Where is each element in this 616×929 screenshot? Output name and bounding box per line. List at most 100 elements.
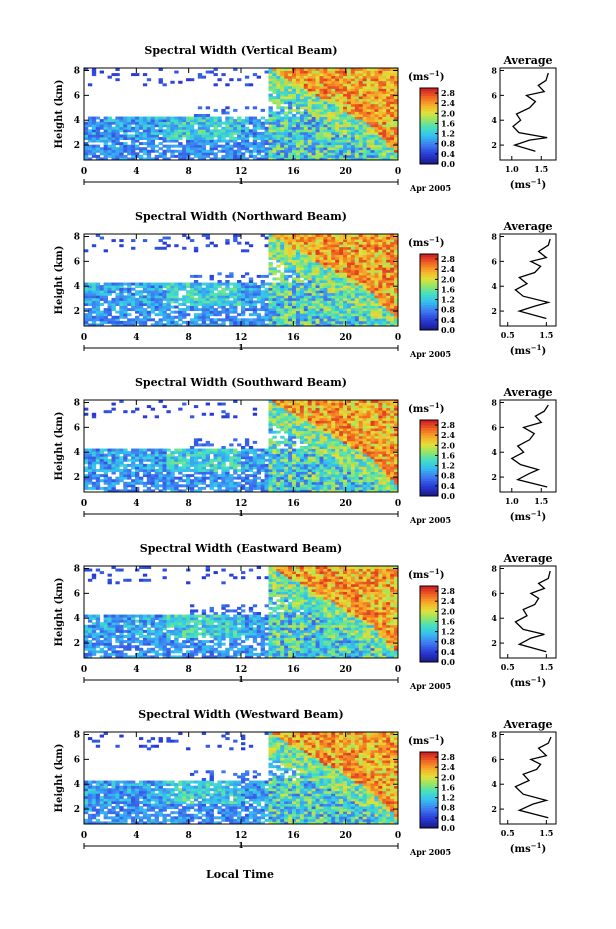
heatmap-cell [362, 88, 368, 92]
heatmap-cell [201, 119, 207, 123]
heatmap-cell [166, 147, 171, 151]
heatmap-cell [303, 137, 309, 140]
heatmap-cell [343, 139, 348, 143]
heatmap-cell [295, 280, 301, 283]
heatmap-cell [91, 318, 97, 322]
heatmap-cell [99, 310, 105, 314]
heatmap-cell [335, 300, 340, 304]
heatmap-cell [135, 285, 140, 289]
heatmap-cell [366, 144, 371, 148]
heatmap-cell [288, 121, 293, 125]
heatmap-cell [84, 287, 89, 291]
heatmap-cell [350, 119, 356, 123]
y-tick-label: 8 [74, 232, 80, 242]
heatmap-cell [111, 315, 116, 319]
heatmap-cell [343, 282, 348, 286]
heatmap-cell [362, 264, 368, 268]
heatmap-cell [284, 152, 289, 156]
heatmap-cell [186, 474, 191, 478]
heatmap-cell [111, 407, 116, 411]
heatmap-cell [303, 257, 309, 260]
heatmap-cell [158, 246, 163, 250]
heatmap-cell [127, 121, 132, 125]
heatmap-cell [339, 285, 344, 289]
heatmap-cell [343, 310, 348, 314]
heatmap-cell [146, 295, 152, 299]
heatmap-cell [288, 308, 293, 312]
heatmap-cell [358, 68, 364, 71]
heatmap-cell [370, 96, 375, 100]
heatmap-cell [288, 290, 293, 294]
heatmap-cell [135, 290, 140, 294]
heatmap-cell [162, 463, 167, 467]
heatmap-cell [295, 103, 301, 107]
heatmap-cell [374, 121, 379, 125]
heatmap-cell [91, 144, 97, 148]
heatmap-cell [374, 119, 379, 123]
heatmap-cell [205, 402, 211, 406]
heatmap-cell [323, 264, 328, 268]
heatmap-cell [370, 85, 375, 89]
heatmap-cell [327, 234, 332, 237]
heatmap-cell [138, 154, 144, 158]
heatmap-cell [386, 262, 391, 266]
heatmap-cell [127, 134, 132, 138]
heatmap-cell [264, 131, 269, 135]
heatmap-cell [390, 144, 395, 148]
heatmap-cell [107, 290, 112, 294]
heatmap-cell [288, 236, 293, 240]
heatmap-cell [248, 280, 254, 283]
heatmap-cell [394, 139, 399, 143]
heatmap-cell [217, 305, 222, 309]
heatmap-cell [303, 149, 309, 153]
heatmap-cell [272, 323, 277, 327]
heatmap-cell [127, 300, 132, 304]
heatmap-cell [178, 310, 183, 314]
heatmap-cell [299, 96, 305, 100]
heatmap-cell [327, 139, 332, 143]
heatmap-cell [354, 126, 360, 130]
heatmap-cell [95, 147, 101, 151]
heatmap-cell [99, 453, 105, 457]
heatmap-cell [252, 144, 258, 148]
heatmap-cell [346, 80, 352, 84]
heatmap-cell [197, 453, 203, 457]
colorbar-swatch [420, 307, 438, 311]
heatmap-cell [319, 139, 324, 143]
heatmap-cell [284, 116, 289, 120]
heatmap-cell [386, 254, 391, 258]
heatmap-cell [311, 264, 316, 268]
colorbar-unit: (ms−1) [408, 235, 444, 249]
heatmap-cell [174, 466, 179, 470]
heatmap-cell [158, 400, 163, 403]
heatmap-cell [166, 448, 171, 452]
heatmap-cell [343, 121, 348, 125]
heatmap-cell [315, 80, 320, 84]
heatmap-cell [225, 412, 230, 416]
heatmap-cell [107, 285, 112, 289]
heatmap-cell [280, 93, 285, 97]
heatmap-cell [205, 297, 211, 301]
heatmap-cell [343, 144, 348, 148]
heatmap-cell [394, 249, 399, 253]
heatmap-cell [315, 308, 320, 312]
colorbar-swatch [420, 327, 438, 331]
heatmap-cell [370, 262, 375, 266]
heatmap-cell [201, 290, 207, 294]
heatmap-cell [166, 303, 171, 306]
heatmap-cell [382, 267, 387, 271]
heatmap-cell [315, 246, 320, 250]
heatmap-cell [378, 129, 383, 133]
heatmap-cell [307, 277, 313, 281]
heatmap-cell [84, 469, 89, 472]
heatmap-cell [339, 85, 344, 89]
heatmap-cell [127, 453, 132, 457]
heatmap-cell [95, 149, 101, 153]
heatmap-cell [284, 484, 289, 488]
heatmap-cell [225, 274, 230, 278]
heatmap-cell [307, 101, 313, 105]
heatmap-cell [335, 70, 340, 74]
heatmap-cell [99, 323, 105, 327]
heatmap-cell [123, 466, 128, 470]
heatmap-cell [354, 310, 360, 314]
